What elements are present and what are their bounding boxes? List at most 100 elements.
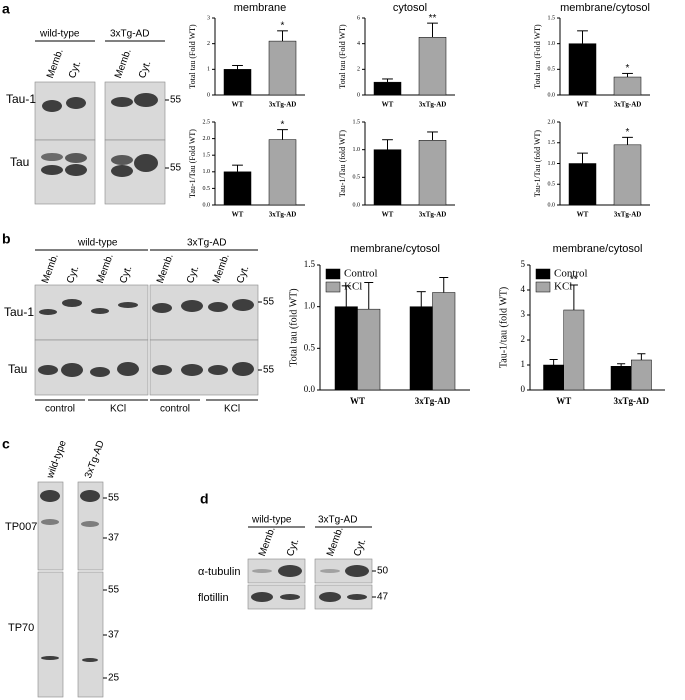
- legend-swatch: [325, 268, 341, 280]
- y-tick-label: 2.0: [548, 119, 556, 125]
- bar: [613, 76, 642, 96]
- x-tick-label: 3xTg-AD: [269, 211, 297, 219]
- row-label: Tau-1: [4, 305, 34, 319]
- y-tick-label: 0.0: [548, 202, 556, 208]
- y-tick-label: 1.0: [353, 147, 361, 153]
- legend-label: Control: [554, 268, 588, 280]
- band: [111, 165, 133, 177]
- x-tick-label: WT: [577, 211, 589, 219]
- blot: [149, 284, 259, 341]
- band: [65, 164, 87, 176]
- bar: [418, 37, 447, 96]
- lane-label: Memb.: [113, 47, 134, 79]
- y-tick-label: 1.0: [548, 41, 556, 47]
- x-tick-label: 3xTg-AD: [614, 211, 642, 219]
- bar: [432, 292, 456, 391]
- bar: [610, 366, 632, 391]
- y-tick-label: 0.0: [548, 92, 556, 98]
- blot: [34, 81, 96, 141]
- y-tick-label: 0.0: [304, 384, 316, 394]
- band: [280, 594, 300, 600]
- legend-label: Control: [344, 268, 378, 280]
- blot: [37, 571, 64, 698]
- lane-label: Memb.: [40, 252, 61, 284]
- x-tick-label: 3xTg-AD: [419, 101, 447, 109]
- band: [66, 97, 86, 109]
- error-bar: [622, 136, 633, 145]
- group-label: 3xTg-AD: [110, 29, 149, 40]
- band: [320, 569, 340, 573]
- x-tick-label: WT: [232, 211, 244, 219]
- mw-marker: 55: [170, 95, 182, 106]
- group-label: wild-type: [251, 515, 292, 526]
- band: [40, 490, 60, 502]
- y-tick-label: 0.0: [353, 202, 361, 208]
- band: [134, 93, 158, 107]
- mw-marker: 55: [108, 585, 120, 596]
- error-bar: [617, 363, 626, 367]
- error-bar: [622, 72, 633, 78]
- band: [319, 592, 341, 602]
- y-axis-label: Tau-1/Tau (fold WT): [338, 130, 347, 197]
- band: [252, 569, 272, 573]
- panel-letter: a: [2, 1, 10, 17]
- error-bar: [277, 30, 288, 42]
- y-tick-label: 2: [521, 334, 526, 344]
- bar: [568, 163, 597, 206]
- x-tick-label: WT: [232, 101, 244, 109]
- band: [278, 565, 302, 577]
- lane-label: Memb.: [45, 47, 66, 79]
- bar: [568, 43, 597, 96]
- y-axis-label: Total tau (Fold WT): [338, 24, 347, 89]
- error-bar: [364, 282, 374, 310]
- bar: [268, 139, 297, 206]
- y-tick-label: 0.5: [304, 342, 316, 352]
- condition-label: KCl: [224, 404, 240, 415]
- row-label: Tau: [8, 362, 27, 376]
- group-label: wild-type: [77, 238, 118, 249]
- y-axis-label: Total tau (fold WT): [288, 288, 299, 366]
- row-label: Tau-1: [6, 92, 36, 106]
- mw-marker: 50: [377, 566, 389, 577]
- error-bar: [569, 284, 578, 310]
- band: [181, 300, 203, 312]
- blot: [104, 81, 166, 141]
- error-bar: [427, 131, 438, 141]
- condition-label: control: [160, 404, 190, 415]
- lane-label: wild-type: [45, 439, 69, 481]
- band: [232, 362, 254, 376]
- band: [181, 364, 203, 376]
- mw-marker: 55: [263, 297, 275, 308]
- y-tick-label: 4: [521, 284, 526, 294]
- panel-letter: c: [2, 436, 10, 452]
- band: [62, 299, 82, 307]
- lane-label: Memb.: [95, 252, 116, 284]
- band: [81, 521, 99, 527]
- band: [111, 155, 133, 165]
- significance: *: [281, 119, 285, 130]
- bar: [613, 144, 642, 206]
- band: [41, 656, 59, 660]
- lane-label: Cyt.: [137, 59, 153, 79]
- y-axis-label: Tau-1/tau (fold WT): [498, 287, 509, 368]
- error-bar: [341, 285, 351, 307]
- mw-marker: 25: [108, 673, 120, 684]
- blot: [77, 571, 104, 698]
- chart-title: cytosol: [393, 2, 427, 14]
- lane-label: Cyt.: [352, 537, 368, 557]
- error-bar: [382, 139, 393, 150]
- band: [61, 363, 83, 377]
- band: [91, 308, 109, 314]
- band: [42, 100, 62, 112]
- y-tick-label: 0: [521, 384, 526, 394]
- band: [111, 97, 133, 107]
- legend-label: KCl: [554, 281, 572, 293]
- y-tick-label: 0.5: [203, 186, 211, 192]
- row-label: TP007: [5, 521, 37, 533]
- y-tick-label: 0.5: [353, 175, 361, 181]
- x-tick-label: 3xTg-AD: [614, 101, 642, 109]
- bar: [334, 306, 358, 391]
- mw-marker: 37: [108, 630, 120, 641]
- error-bar: [549, 359, 558, 365]
